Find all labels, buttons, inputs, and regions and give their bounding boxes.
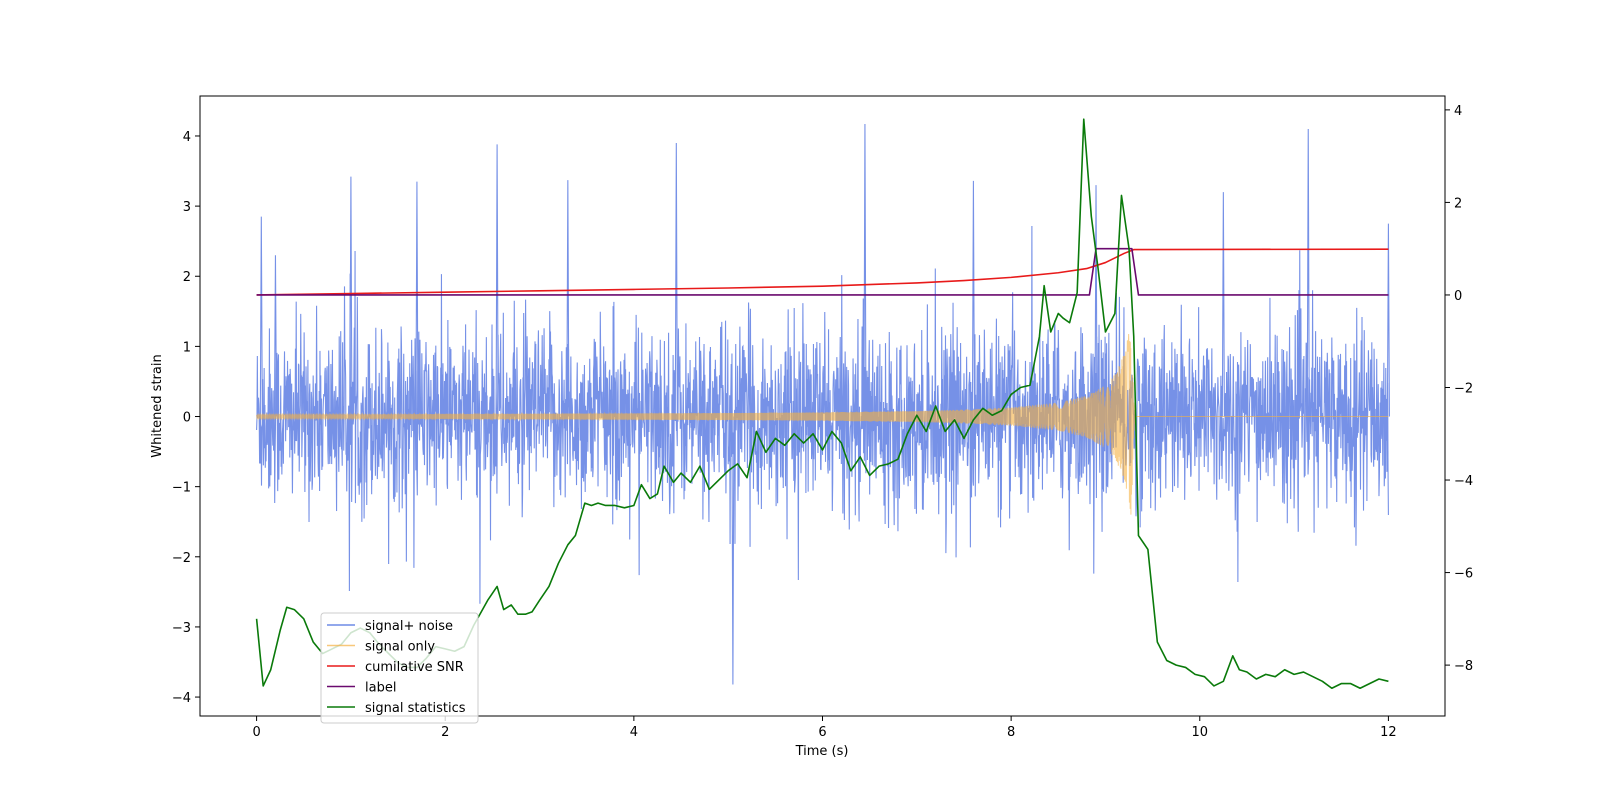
x-tick-label: 8 (1007, 725, 1015, 740)
y-tick-label: −4 (172, 691, 191, 706)
y2-tick-label: 2 (1454, 196, 1462, 211)
x-tick-label: 6 (818, 725, 826, 740)
legend-label: cumilative SNR (365, 660, 464, 675)
legend-label: label (365, 681, 396, 696)
y-tick-label: −1 (172, 481, 191, 496)
y-tick-label: −3 (172, 621, 191, 636)
legend-label: signal+ noise (365, 619, 453, 634)
legend: signal+ noise signal only cumilative SNR la… (320, 612, 479, 724)
y-axis-label: Whitened strain (150, 354, 165, 457)
series-signal-only-line (256, 334, 1389, 515)
y2-tick-label: −6 (1454, 567, 1473, 582)
y-tick-label: 4 (183, 130, 191, 145)
y-tick-label: 2 (183, 270, 191, 285)
legend-box (320, 612, 479, 724)
y2-tick-label: 4 (1454, 104, 1462, 119)
legend-label: signal statistics (365, 701, 466, 716)
x-tick-label: 2 (441, 725, 449, 740)
y2-tick-label: −8 (1454, 659, 1473, 674)
series-label-line (256, 247, 1389, 296)
x-axis-label: Time (s) (795, 744, 849, 759)
legend-label: signal only (365, 640, 435, 655)
x-tick-label: 4 (630, 725, 638, 740)
x-tick-label: 10 (1191, 725, 1208, 740)
y2-tick-label: −4 (1454, 474, 1473, 489)
x-axis: 0 2 4 6 8 10 12 (252, 716, 1397, 740)
y-tick-label: 0 (183, 411, 191, 426)
series-signal-noise-line (256, 124, 1390, 685)
y-tick-label: 3 (183, 200, 191, 215)
x-tick-label: 12 (1380, 725, 1397, 740)
y-axis-left: −4 −3 −2 −1 0 1 2 3 4 (172, 130, 200, 706)
y-tick-label: 1 (183, 340, 191, 355)
y-tick-label: −2 (172, 551, 191, 566)
y2-tick-label: 0 (1454, 289, 1462, 304)
x-tick-label: 0 (252, 725, 260, 740)
y2-tick-label: −2 (1454, 381, 1473, 396)
y-axis-right: −8 −6 −4 −2 0 2 4 (1445, 104, 1473, 674)
